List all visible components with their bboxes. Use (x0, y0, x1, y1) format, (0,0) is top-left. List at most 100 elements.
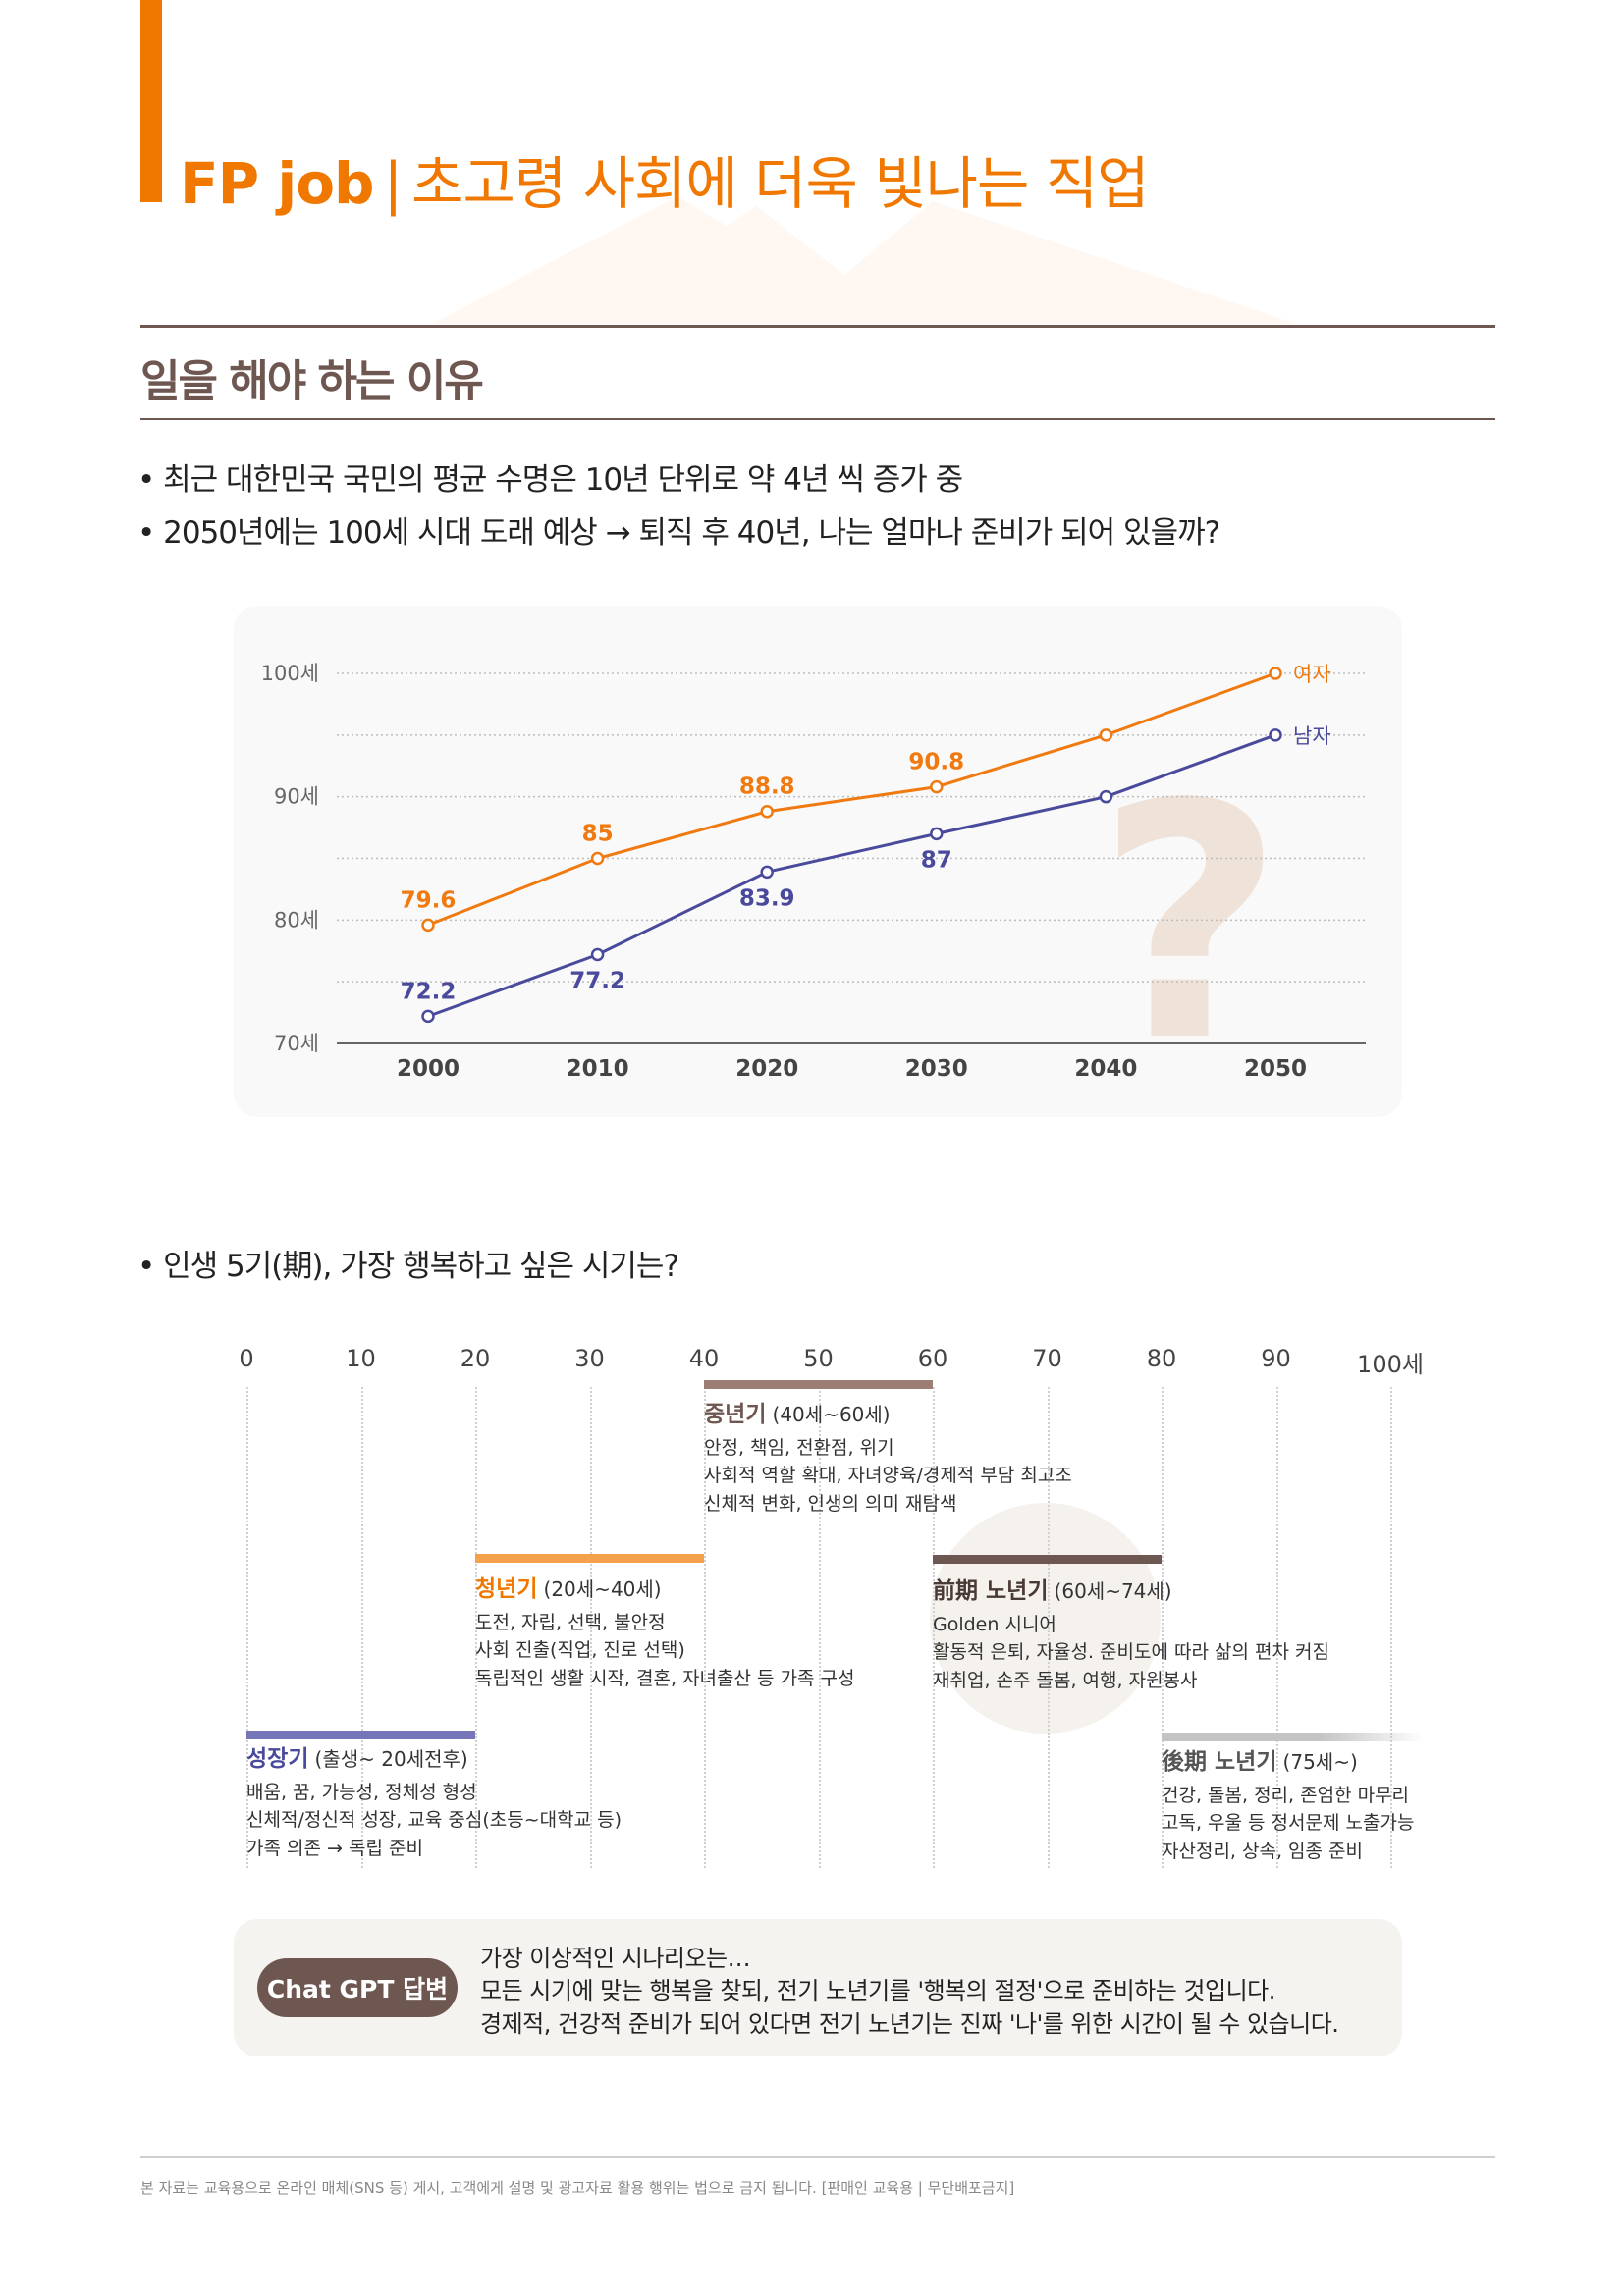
x-tick-label: 2040 (1074, 1056, 1137, 1082)
data-point (760, 865, 774, 880)
footer-divider (140, 2156, 1495, 2158)
data-label: 90.8 (908, 750, 964, 775)
x-tick-label: 2050 (1244, 1056, 1307, 1082)
life-stage-description: 도전, 자립, 선택, 불안정 (475, 1611, 666, 1633)
life-stage-description: 신체적/정신적 성장, 교육 중심(초등~대학교 등) (246, 1809, 622, 1831)
timeline-gridline (475, 1387, 477, 1868)
timeline-gridline (818, 1387, 821, 1868)
y-tick-label: 90세 (274, 785, 319, 809)
x-tick-label: 2000 (397, 1056, 460, 1082)
gpt-line: 가장 이상적인 시나리오는… (480, 1945, 751, 1972)
timeline-gridline (589, 1387, 592, 1868)
series-line-female (427, 671, 1276, 927)
timeline-tick-label: 0 (239, 1345, 254, 1372)
life-stage-title: 前期 노년기 (933, 1578, 1049, 1604)
chart-svg: ? 70세 80세 90세 100세 2000 2010 2020 2030 2040 2050 79… (261, 662, 1366, 1112)
data-point (590, 947, 605, 962)
timeline-tick-label: 60 (917, 1345, 948, 1372)
life-stage-description: 가족 의존 → 독립 준비 (246, 1837, 423, 1859)
life-stage-bar (933, 1555, 1162, 1564)
data-point (1099, 728, 1113, 742)
page-title: FP job | 초고령 사회에 더욱 빛나는 직업 (180, 137, 1150, 220)
life-stage-range: (20세~40세) (543, 1577, 662, 1601)
brand-title: FP job (180, 150, 375, 217)
data-label: 77.2 (569, 969, 625, 994)
life-stage-header: 前期 노년기 (60세~74세) (933, 1577, 1329, 1607)
data-label: 87 (921, 847, 952, 873)
timeline-tick-label: 40 (688, 1345, 720, 1372)
life-stage-header: 성장기 (출생~ 20세전후) (246, 1745, 622, 1775)
divider-bottom (140, 418, 1495, 420)
legend-label-male: 남자 (1293, 724, 1331, 748)
data-label: 79.6 (401, 887, 457, 913)
footer-disclaimer: 본 자료는 교육용으로 온라인 매체(SNS 등) 게시, 고객에게 설명 및 … (140, 2179, 1015, 2197)
timeline-tick-label: 90 (1261, 1345, 1291, 1372)
life-stage-range: (75세~) (1282, 1750, 1358, 1774)
timeline-gridline (1275, 1387, 1278, 1868)
data-point (1269, 667, 1282, 680)
timeline-gridline (1390, 1387, 1392, 1868)
title-separator: | (383, 150, 404, 217)
timeline-gridline (360, 1387, 363, 1868)
gpt-badge: Chat GPT 답변 (257, 1958, 458, 2017)
data-point (421, 918, 435, 933)
life-stage-3: 중년기 (40세~60세) 안정, 책임, 전환점, 위기 사회적 역할 확대, 자… (704, 1401, 1072, 1518)
x-tick-label: 2030 (905, 1056, 968, 1082)
life-stage-header: 청년기 (20세~40세) (475, 1575, 854, 1605)
life-stage-description: 재취업, 손주 돌봄, 여행, 자원봉사 (933, 1669, 1198, 1691)
data-point (1099, 789, 1113, 804)
y-tick-label: 70세 (274, 1032, 319, 1055)
series-line-male (427, 733, 1276, 1018)
life-stage-description: 활동적 은퇴, 자율성. 준비도에 따라 삶의 편차 커짐 (933, 1641, 1329, 1663)
life-stage-title: 성장기 (246, 1746, 309, 1772)
timeline-gridline (1047, 1387, 1050, 1868)
life-stage-bar (704, 1380, 933, 1389)
section-heading: 일을 해야 하는 이유 (140, 356, 484, 406)
timeline-gridline (246, 1387, 248, 1868)
timeline-tick-label: 70 (1032, 1345, 1062, 1372)
life-stage-bar (475, 1554, 704, 1563)
timeline-gridline (933, 1387, 935, 1868)
life-stage-range: (40세~60세) (772, 1403, 891, 1426)
life-stage-description: 독립적인 생활 시작, 결혼, 자녀출산 등 가족 구성 (475, 1667, 855, 1689)
timeline-tick-label: 10 (346, 1345, 376, 1372)
x-tick-label: 2020 (735, 1056, 798, 1082)
question-mark-icon: ? (1096, 735, 1283, 1112)
gpt-line: 경제적, 건강적 준비가 되어 있다면 전기 노년기는 진짜 '나'를 위한 시… (480, 2010, 1339, 2038)
data-point (590, 851, 605, 866)
life-stage-bar (1162, 1733, 1425, 1741)
life-stage-description: 건강, 돌봄, 정리, 존엄한 마무리 (1162, 1784, 1410, 1806)
life-stage-title: 중년기 (704, 1402, 767, 1427)
timeline-tick-label: 20 (460, 1345, 491, 1372)
life-stage-description: 자산정리, 상속, 임종 준비 (1162, 1840, 1363, 1862)
life-stage-description: Golden 시니어 (933, 1613, 1056, 1635)
data-label: 83.9 (739, 885, 795, 911)
timeline-gridline (704, 1387, 706, 1868)
life-stage-title: 後期 노년기 (1162, 1749, 1277, 1775)
mountain-decoration (432, 196, 1296, 324)
divider-top (140, 325, 1495, 328)
accent-bar (140, 0, 162, 202)
data-point (421, 1009, 435, 1024)
timeline-gridline (1162, 1387, 1164, 1868)
life-stage-description: 배움, 꿈, 가능성, 정체성 형성 (246, 1781, 477, 1803)
bullet-lifespan: • 최근 대한민국 국민의 평균 수명은 10년 단위로 약 4년 씩 증가 중 (137, 462, 963, 498)
life-stage-5: 後期 노년기 (75세~) 건강, 돌봄, 정리, 존엄한 마무리 고독, 우울 등… (1162, 1748, 1414, 1865)
x-tick-label: 2010 (567, 1056, 629, 1082)
life-stage-description: 신체적 변화, 인생의 의미 재탐색 (704, 1492, 957, 1515)
data-point (760, 804, 774, 819)
data-label: 85 (582, 822, 614, 847)
title-subtitle: 초고령 사회에 더욱 빛나는 직업 (411, 150, 1149, 217)
gpt-line: 모든 시기에 맞는 행복을 찾되, 전기 노년기를 '행복의 절정'으로 준비하… (480, 1977, 1275, 2004)
life-stage-header: 중년기 (40세~60세) (704, 1401, 1072, 1430)
highlight-circle (930, 1503, 1161, 1734)
timeline-tick-label: 50 (803, 1345, 834, 1372)
life-stage-description: 안정, 책임, 전환점, 위기 (704, 1436, 894, 1459)
life-stage-range: (출생~ 20세전후) (314, 1747, 468, 1771)
y-tick-label: 80세 (274, 908, 319, 932)
bullet-2050: • 2050년에는 100세 시대 도래 예상 → 퇴직 후 40년, 나는 얼… (137, 515, 1220, 551)
timeline-tick-label: 80 (1146, 1345, 1177, 1372)
life-stage-description: 사회 진출(직업, 진로 선택) (475, 1639, 685, 1661)
data-point (930, 827, 944, 841)
